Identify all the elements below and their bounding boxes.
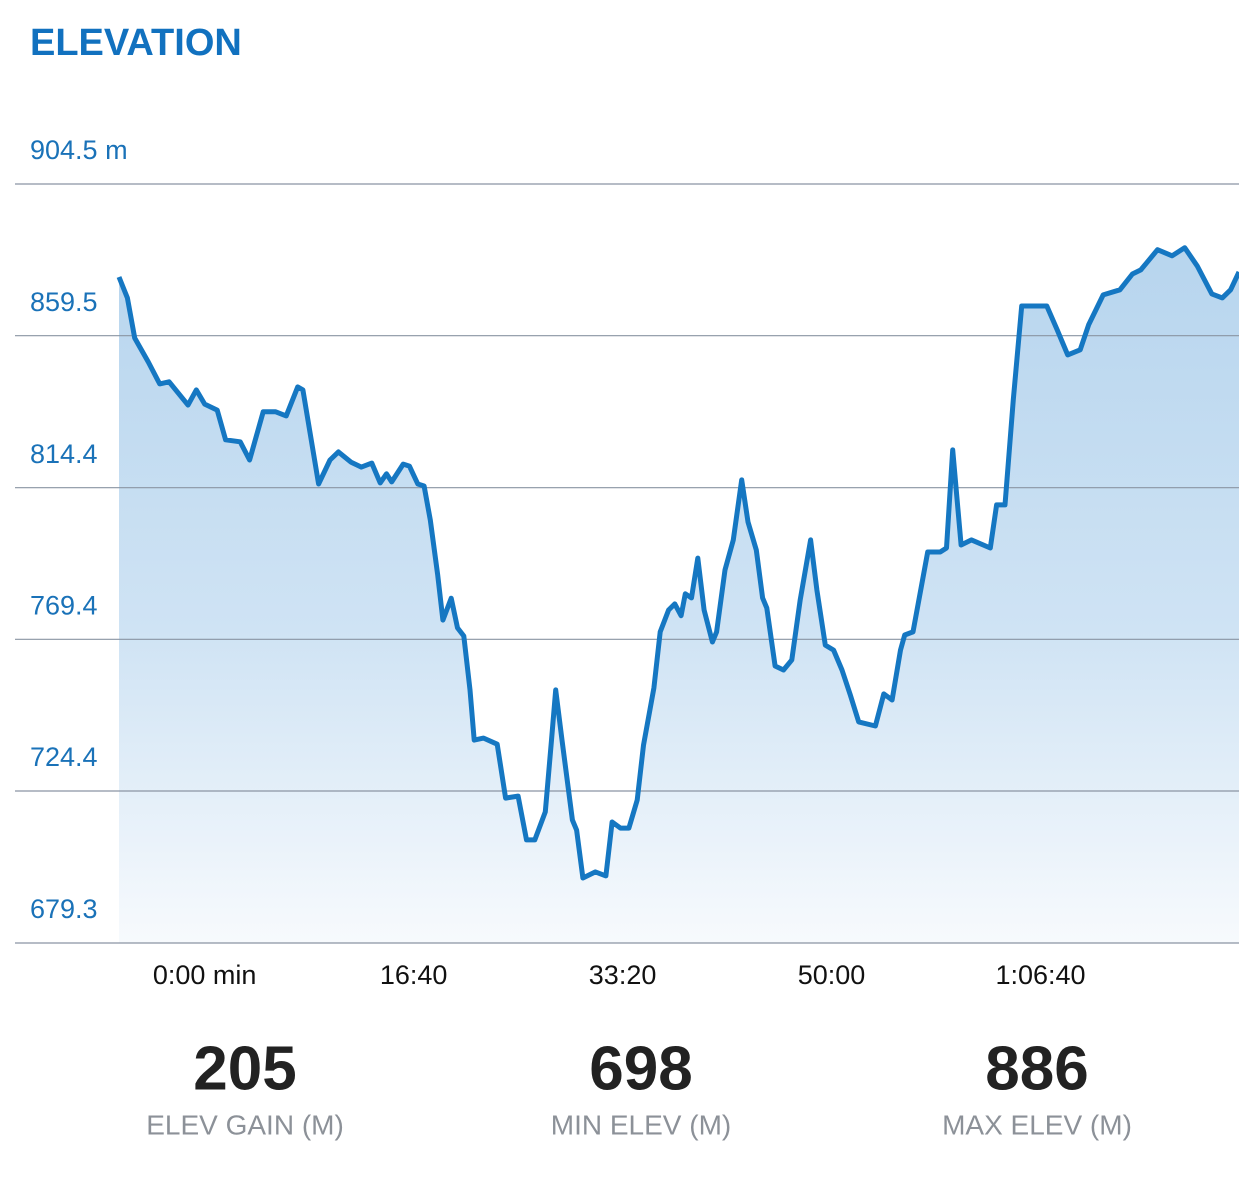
stat-label: MAX ELEV (M)	[942, 1109, 1132, 1140]
x-tick-label: 16:40	[380, 960, 448, 990]
y-tick-label: 769.4	[30, 590, 98, 620]
chart-title: ELEVATION	[30, 22, 242, 64]
area-fill	[119, 247, 1239, 943]
stat-value: 886	[985, 1034, 1088, 1103]
stat-label: MIN ELEV (M)	[551, 1109, 731, 1140]
y-tick-label: 724.4	[30, 742, 98, 772]
stat-value: 205	[193, 1034, 296, 1103]
x-tick-label: 50:00	[798, 960, 866, 990]
y-tick-label: 859.5	[30, 287, 98, 317]
x-tick-label: 0:00 min	[153, 960, 257, 990]
x-tick-label: 33:20	[589, 960, 657, 990]
stat-value: 698	[589, 1034, 692, 1103]
elevation-line	[116, 245, 1239, 881]
y-tick-label: 814.4	[30, 439, 98, 469]
y-tick-label: 904.5 m	[30, 135, 128, 165]
y-tick-label: 679.3	[30, 894, 98, 924]
stat-label: ELEV GAIN (M)	[146, 1109, 344, 1140]
x-tick-label: 1:06:40	[995, 960, 1085, 990]
